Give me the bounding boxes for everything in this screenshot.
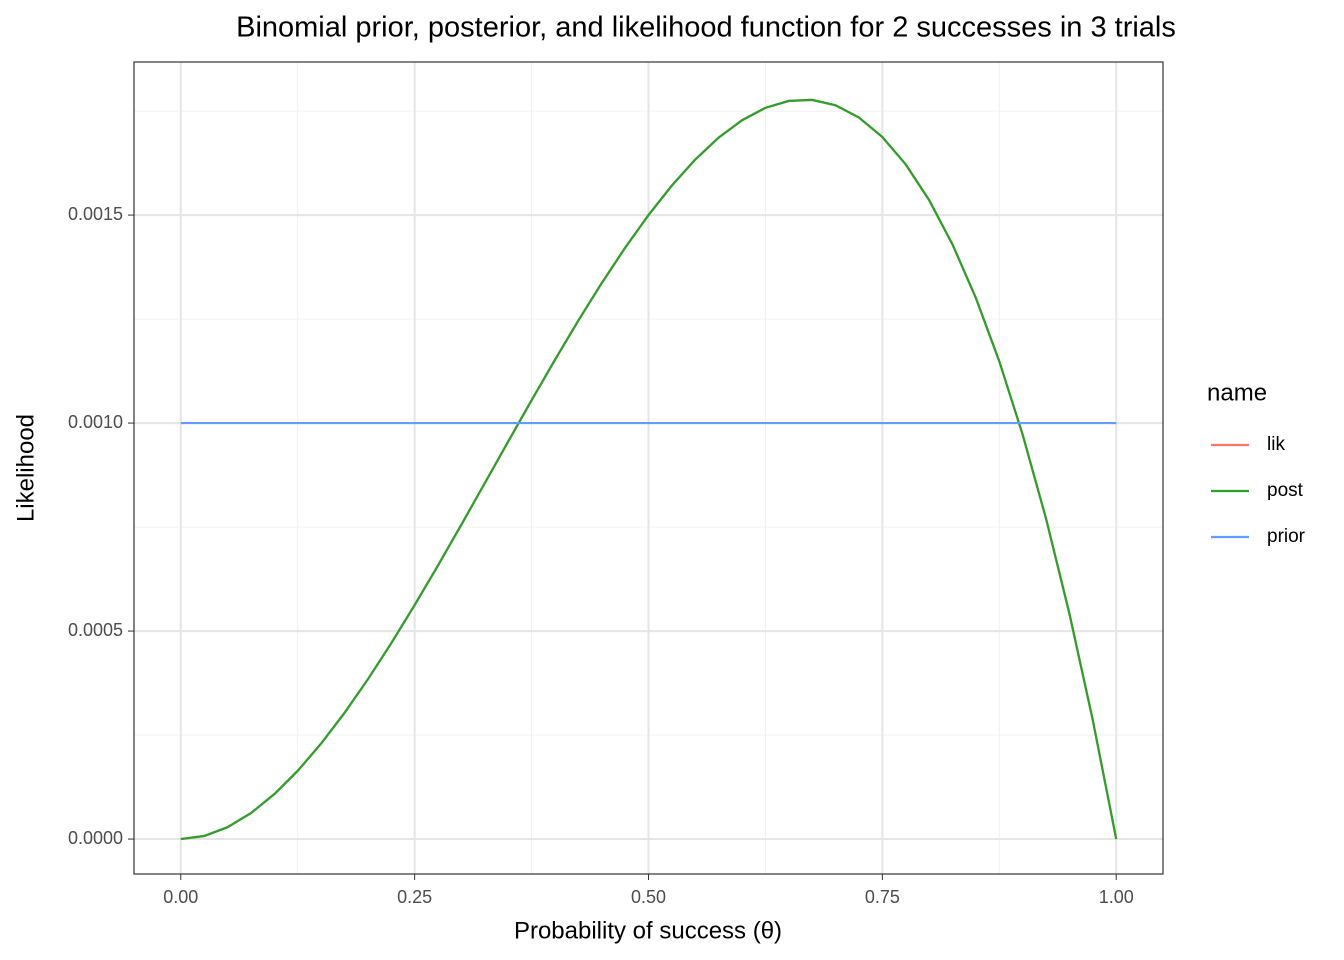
y-tick-label: 0.0015 [68, 204, 123, 224]
x-tick-label: 0.00 [163, 887, 198, 907]
y-tick-label: 0.0000 [68, 828, 123, 848]
legend-label: post [1267, 480, 1304, 501]
x-tick-label: 0.75 [865, 887, 900, 907]
x-tick-label: 0.50 [631, 887, 666, 907]
chart-title: Binomial prior, posterior, and likelihoo… [236, 12, 1176, 44]
legend-label: lik [1267, 434, 1285, 455]
y-tick-label: 0.0010 [68, 412, 123, 432]
y-axis-label: Likelihood [12, 414, 39, 522]
panel-border [133, 61, 1164, 875]
series-line [180, 98, 1118, 841]
x-tick-label: 1.00 [1099, 887, 1134, 907]
y-tick-label: 0.0005 [68, 620, 123, 640]
legend-title: name [1207, 379, 1267, 406]
legend-label: prior [1267, 526, 1306, 547]
x-axis-label: Probability of success (θ) [514, 917, 782, 944]
x-tick-label: 0.25 [397, 887, 432, 907]
